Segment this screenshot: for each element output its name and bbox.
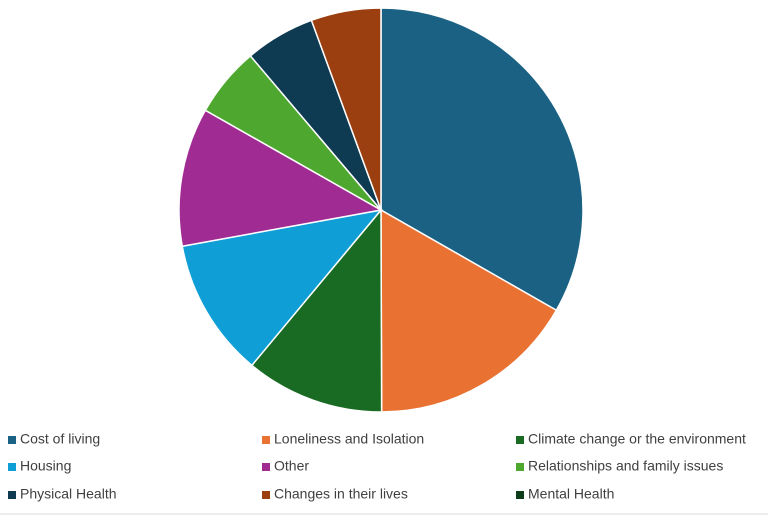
pie-slice — [310, 7, 382, 211]
legend-swatch — [516, 463, 524, 471]
legend-label: Physical Health — [20, 486, 117, 502]
legend-label: Loneliness and Isolation — [274, 431, 424, 447]
legend-label: Mental Health — [528, 486, 614, 502]
legend-swatch — [516, 491, 524, 499]
legend-swatch — [516, 436, 524, 444]
pie-slice — [181, 208, 383, 367]
legend-label: Changes in their lives — [274, 486, 408, 502]
legend-label: Housing — [20, 458, 71, 474]
pie-slice — [380, 208, 558, 413]
legend-swatch — [262, 463, 270, 471]
legend-swatch — [8, 436, 16, 444]
legend-swatch — [8, 463, 16, 471]
pie-slice — [250, 207, 383, 413]
legend-label: Other — [274, 458, 309, 474]
legend-label: Cost of living — [20, 431, 100, 447]
legend-label: Climate change or the environment — [528, 431, 746, 447]
legend-label: Relationships and family issues — [528, 458, 723, 474]
legend-swatch — [262, 436, 270, 444]
pie-slice — [178, 109, 384, 248]
legend-swatch — [8, 491, 16, 499]
pie-slice — [380, 7, 584, 312]
legend-swatch — [262, 491, 270, 499]
